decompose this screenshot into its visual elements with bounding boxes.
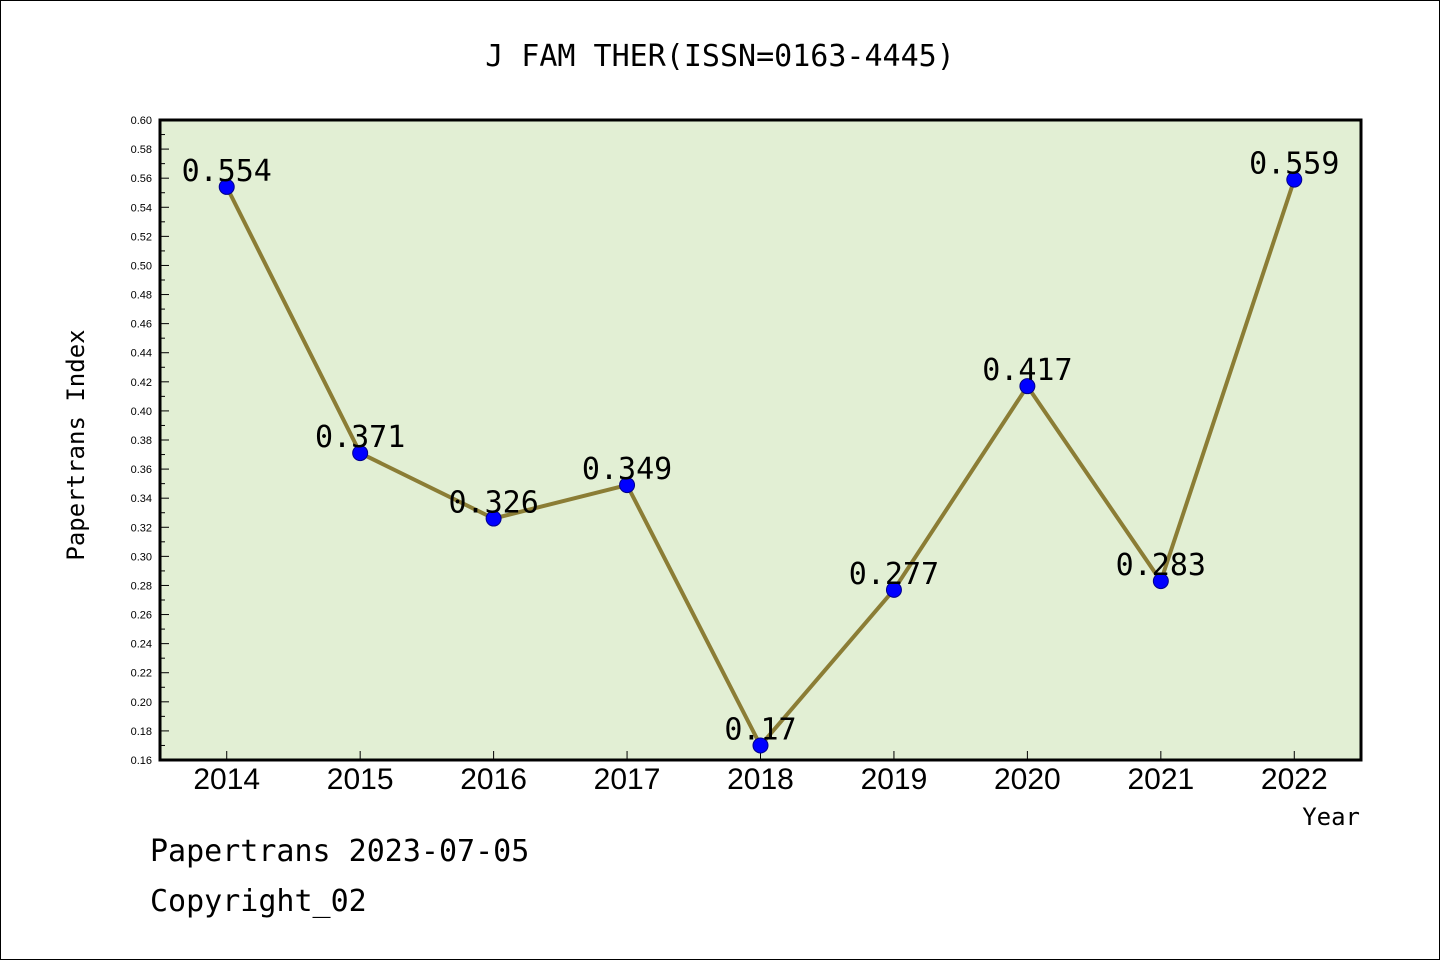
y-tick-label: 0.52 <box>131 231 152 243</box>
plot-area <box>160 120 1361 760</box>
x-axis-ticks: 2014 2015 2016 2017 2018 2019 2020 2021 2022 <box>193 751 1328 796</box>
y-tick-label: 0.34 <box>131 493 152 505</box>
data-label: 0.559 <box>1249 147 1339 182</box>
data-point-marker <box>619 477 636 494</box>
footer-copyright-text: Copyright_02 <box>150 884 367 919</box>
y-tick-label: 0.30 <box>131 551 152 563</box>
y-tick-label: 0.46 <box>131 319 152 331</box>
y-tick-label: 0.40 <box>131 406 152 418</box>
x-tick-label: 2021 <box>1127 763 1194 796</box>
x-tick-label: 2017 <box>594 763 661 796</box>
chart-title: J FAM THER(ISSN=0163-4445) <box>485 39 955 74</box>
data-point-marker <box>1286 171 1303 188</box>
data-label: 0.371 <box>315 420 405 455</box>
data-point-marker <box>352 445 369 462</box>
data-point-marker <box>1019 378 1036 395</box>
x-tick-label: 2014 <box>193 763 260 796</box>
y-tick-label: 0.36 <box>131 464 152 476</box>
data-label: 0.17 <box>724 712 796 747</box>
footer-date-text: Papertrans 2023-07-05 <box>150 834 530 869</box>
y-tick-label: 0.20 <box>131 697 152 709</box>
data-point-marker <box>485 510 502 527</box>
y-tick-label: 0.18 <box>131 726 152 738</box>
x-tick-label: 2018 <box>727 763 794 796</box>
y-tick-label: 0.44 <box>131 348 152 360</box>
data-point-marker <box>752 737 769 754</box>
data-label: 0.283 <box>1116 548 1206 583</box>
y-axis-label: Papertrans Index <box>62 329 90 560</box>
data-label: 0.326 <box>448 486 538 521</box>
y-tick-label: 0.42 <box>131 377 152 389</box>
y-tick-label: 0.58 <box>131 144 152 156</box>
y-tick-label: 0.48 <box>131 290 152 302</box>
y-tick-label: 0.26 <box>131 610 152 622</box>
y-tick-label: 0.60 <box>131 115 152 127</box>
y-tick-label: 0.38 <box>131 435 152 447</box>
data-label: 0.349 <box>582 452 672 487</box>
x-tick-label: 2019 <box>861 763 928 796</box>
data-point-marker <box>1152 573 1169 590</box>
y-tick-label: 0.32 <box>131 522 152 534</box>
data-labels: 0.554 0.371 0.326 0.349 0.17 0.277 0.417 0.283 0… <box>182 147 1340 748</box>
y-tick-label: 0.24 <box>131 639 152 651</box>
y-tick-label: 0.50 <box>131 260 152 272</box>
data-point-marker <box>885 581 902 598</box>
data-label: 0.554 <box>182 154 272 189</box>
data-point-marker <box>218 178 235 195</box>
data-label: 0.417 <box>982 353 1072 388</box>
y-tick-label: 0.28 <box>131 580 152 592</box>
series-markers <box>218 171 1303 754</box>
data-label: 0.277 <box>849 557 939 592</box>
plot-border <box>158 118 1363 762</box>
y-tick-label: 0.22 <box>131 668 152 680</box>
y-tick-label: 0.16 <box>131 755 152 767</box>
x-tick-label: 2016 <box>460 763 527 796</box>
x-axis-label: Year <box>1302 803 1360 831</box>
x-tick-label: 2020 <box>994 763 1061 796</box>
x-tick-label: 2022 <box>1261 763 1328 796</box>
x-tick-label: 2015 <box>327 763 394 796</box>
y-axis-ticks: 0.16 0.18 0.20 0.22 0.24 0.26 0.28 0.30 0.32 0.34… <box>131 115 169 767</box>
y-tick-label: 0.54 <box>131 202 152 214</box>
y-tick-label: 0.56 <box>131 173 152 185</box>
